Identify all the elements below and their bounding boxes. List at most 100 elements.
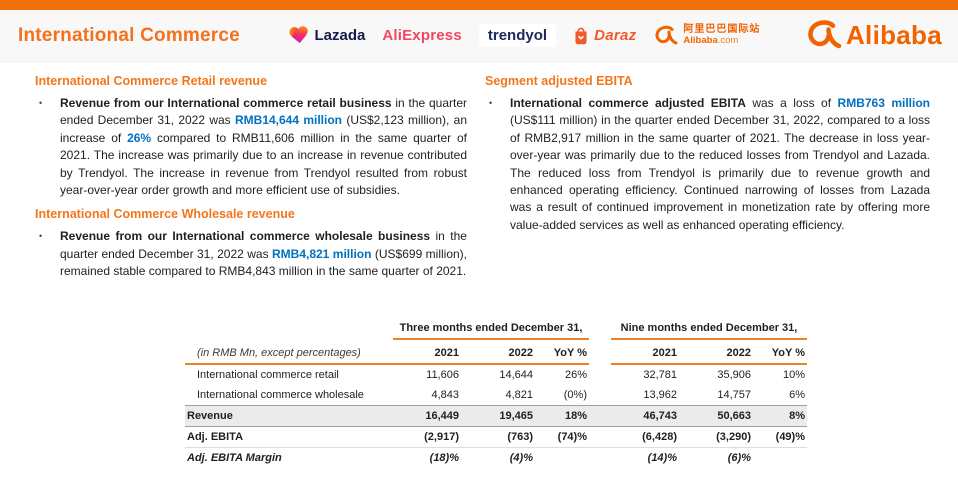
table-row-retail: International commerce retail 11,606 14,… — [185, 364, 807, 385]
retail-text-3: compared to RMB11,606 million in the sam… — [60, 130, 467, 197]
financial-table-container: Three months ended December 31, Nine mon… — [185, 318, 958, 468]
alibaba-wordmark: Alibaba — [845, 20, 942, 50]
table-cell: (74)% — [535, 426, 589, 448]
header: International Commerce Lazada AliExpress… — [0, 10, 958, 62]
row-label: International commerce retail — [197, 368, 339, 381]
wholesale-bullet-item: • Revenue from our International commerc… — [35, 228, 467, 280]
ebita-loss-highlight: RMB763 million — [837, 96, 931, 110]
bullet-icon: • — [39, 98, 43, 108]
ebita-paragraph: International commerce adjusted EBITA wa… — [510, 95, 930, 234]
table-cell: (18)% — [429, 451, 459, 464]
alibaba-smiley-a-icon — [808, 20, 842, 49]
daraz-wordmark: Daraz — [594, 27, 637, 44]
bullet-icon: • — [39, 231, 43, 242]
table-cell — [589, 426, 611, 448]
table-cell — [589, 319, 611, 339]
table-cell: (4)% — [509, 451, 533, 464]
wholesale-paragraph: Revenue from our International commerce … — [60, 228, 467, 280]
table-row-wholesale: International commerce wholesale 4,843 4… — [185, 385, 807, 406]
brand-logo-strip: Lazada AliExpress trendyol Daraz — [264, 24, 786, 47]
ebita-text-2: (US$111 million) in the quarter ended De… — [510, 113, 930, 232]
table-cell — [753, 447, 807, 468]
row-label: Adj. EBITA — [185, 426, 393, 448]
nm-2022-header: 2022 — [679, 338, 753, 365]
table-group-header-row: Three months ended December 31, Nine mon… — [185, 318, 807, 340]
table-row-adj-ebita: Adj. EBITA (2,917) (763) (74)% (6,428) (… — [185, 426, 807, 448]
table-cell: (6,428) — [611, 426, 679, 448]
row-label: Adj. EBITA Margin — [187, 451, 282, 464]
retail-text-2: (US$2,123 million), an increase of — [60, 113, 468, 145]
table-column-header-row: (in RMB Mn, except percentages) 2021 202… — [185, 338, 807, 365]
bullet-icon: • — [489, 98, 493, 108]
alibaba-com-domain: Alibaba.com — [683, 34, 760, 46]
table-cell: 14,644 — [499, 368, 533, 381]
alibaba-a-icon — [655, 25, 678, 44]
retail-bullet-item: • Revenue from our International commerc… — [35, 95, 467, 199]
table-cell: (6)% — [727, 451, 751, 464]
tm-2021-header: 2021 — [393, 338, 461, 365]
alibaba-com-intl-logo: 阿里巴巴国际站 Alibaba.com — [653, 25, 760, 47]
table-cell: 4,843 — [431, 388, 459, 401]
table-cell — [185, 319, 393, 339]
table-cell: 14,757 — [717, 388, 751, 401]
alibaba-com-domain-suffix: .com — [717, 34, 739, 46]
table-cell: (2,917) — [393, 426, 461, 448]
table-cell — [589, 385, 611, 406]
table-cell — [589, 447, 611, 468]
table-cell: 11,606 — [426, 368, 459, 381]
table-cell: 32,781 — [643, 368, 677, 381]
table-cell: 19,465 — [461, 404, 535, 427]
table-cell — [589, 404, 611, 427]
table-cell: 50,663 — [679, 404, 753, 427]
table-cell: (14)% — [647, 451, 677, 464]
row-label: International commerce wholesale — [197, 388, 364, 401]
wholesale-section-heading: International Commerce Wholesale revenue — [35, 207, 295, 222]
nine-months-group-header: Nine months ended December 31, — [611, 318, 807, 340]
wholesale-text-2: (US$699 million), remained stable compar… — [60, 246, 467, 279]
unit-label: (in RMB Mn, except percentages) — [185, 338, 393, 365]
table-cell: 26% — [564, 368, 587, 381]
alibaba-com-domain-bold: Alibaba — [683, 34, 718, 46]
table-cell: 4,821 — [505, 388, 533, 401]
tm-2022-header: 2022 — [461, 338, 535, 365]
table-cell: 13,962 — [643, 388, 677, 401]
lazada-logo: Lazada — [289, 27, 365, 45]
table-cell: (49)% — [753, 426, 807, 448]
retail-text-1: in the quarter ended December 31, 2022 w… — [60, 96, 468, 128]
retail-revenue-highlight: RMB14,644 million — [235, 113, 343, 128]
table-cell: 46,743 — [611, 404, 679, 427]
aliexpress-wordmark: AliExpress — [382, 27, 462, 44]
retail-lead-in: Revenue from our International commerce … — [60, 96, 392, 110]
ebita-lead-in: International commerce adjusted EBITA — [510, 96, 746, 110]
table-cell: 35,906 — [717, 368, 751, 381]
content-area: International Commerce Retail revenue • … — [0, 62, 958, 289]
table-cell: (0%) — [563, 388, 587, 401]
table-cell: 18% — [535, 404, 589, 427]
trendyol-logo: trendyol — [478, 24, 557, 47]
top-accent-bar — [0, 0, 958, 10]
table-cell: 8% — [753, 404, 807, 427]
alibaba-logo: Alibaba — [806, 19, 942, 52]
table-cell: 16,449 — [393, 404, 461, 427]
table-cell — [535, 447, 589, 468]
daraz-bag-icon — [575, 27, 587, 45]
ebita-section-heading: Segment adjusted EBITA — [485, 74, 633, 88]
alibaba-intl-chinese-label: 阿里巴巴国际站 — [683, 24, 761, 36]
retail-growth-highlight: 26% — [127, 130, 152, 145]
wholesale-lead-in: Revenue from our International commerce … — [60, 229, 431, 244]
retail-section-heading: International Commerce Retail revenue — [35, 74, 268, 88]
table-cell: 6% — [789, 388, 805, 401]
table-cell — [589, 339, 611, 364]
right-column: Segment adjusted EBITA • International c… — [485, 72, 930, 289]
alibaba-com-intl-text: 阿里巴巴国际站 Alibaba.com — [683, 25, 760, 45]
wholesale-text-1: in the quarter ended December 31, 2022 w… — [60, 229, 467, 261]
aliexpress-logo: AliExpress — [382, 27, 462, 44]
table-cell: (3,290) — [679, 426, 753, 448]
table-row-revenue-total: Revenue 16,449 19,465 18% 46,743 50,663 … — [185, 404, 807, 427]
table-cell: (763) — [461, 426, 535, 448]
trendyol-wordmark: trendyol — [478, 24, 557, 47]
left-column: International Commerce Retail revenue • … — [35, 72, 467, 289]
lazada-heart-icon — [289, 26, 311, 46]
lazada-wordmark: Lazada — [314, 27, 366, 44]
